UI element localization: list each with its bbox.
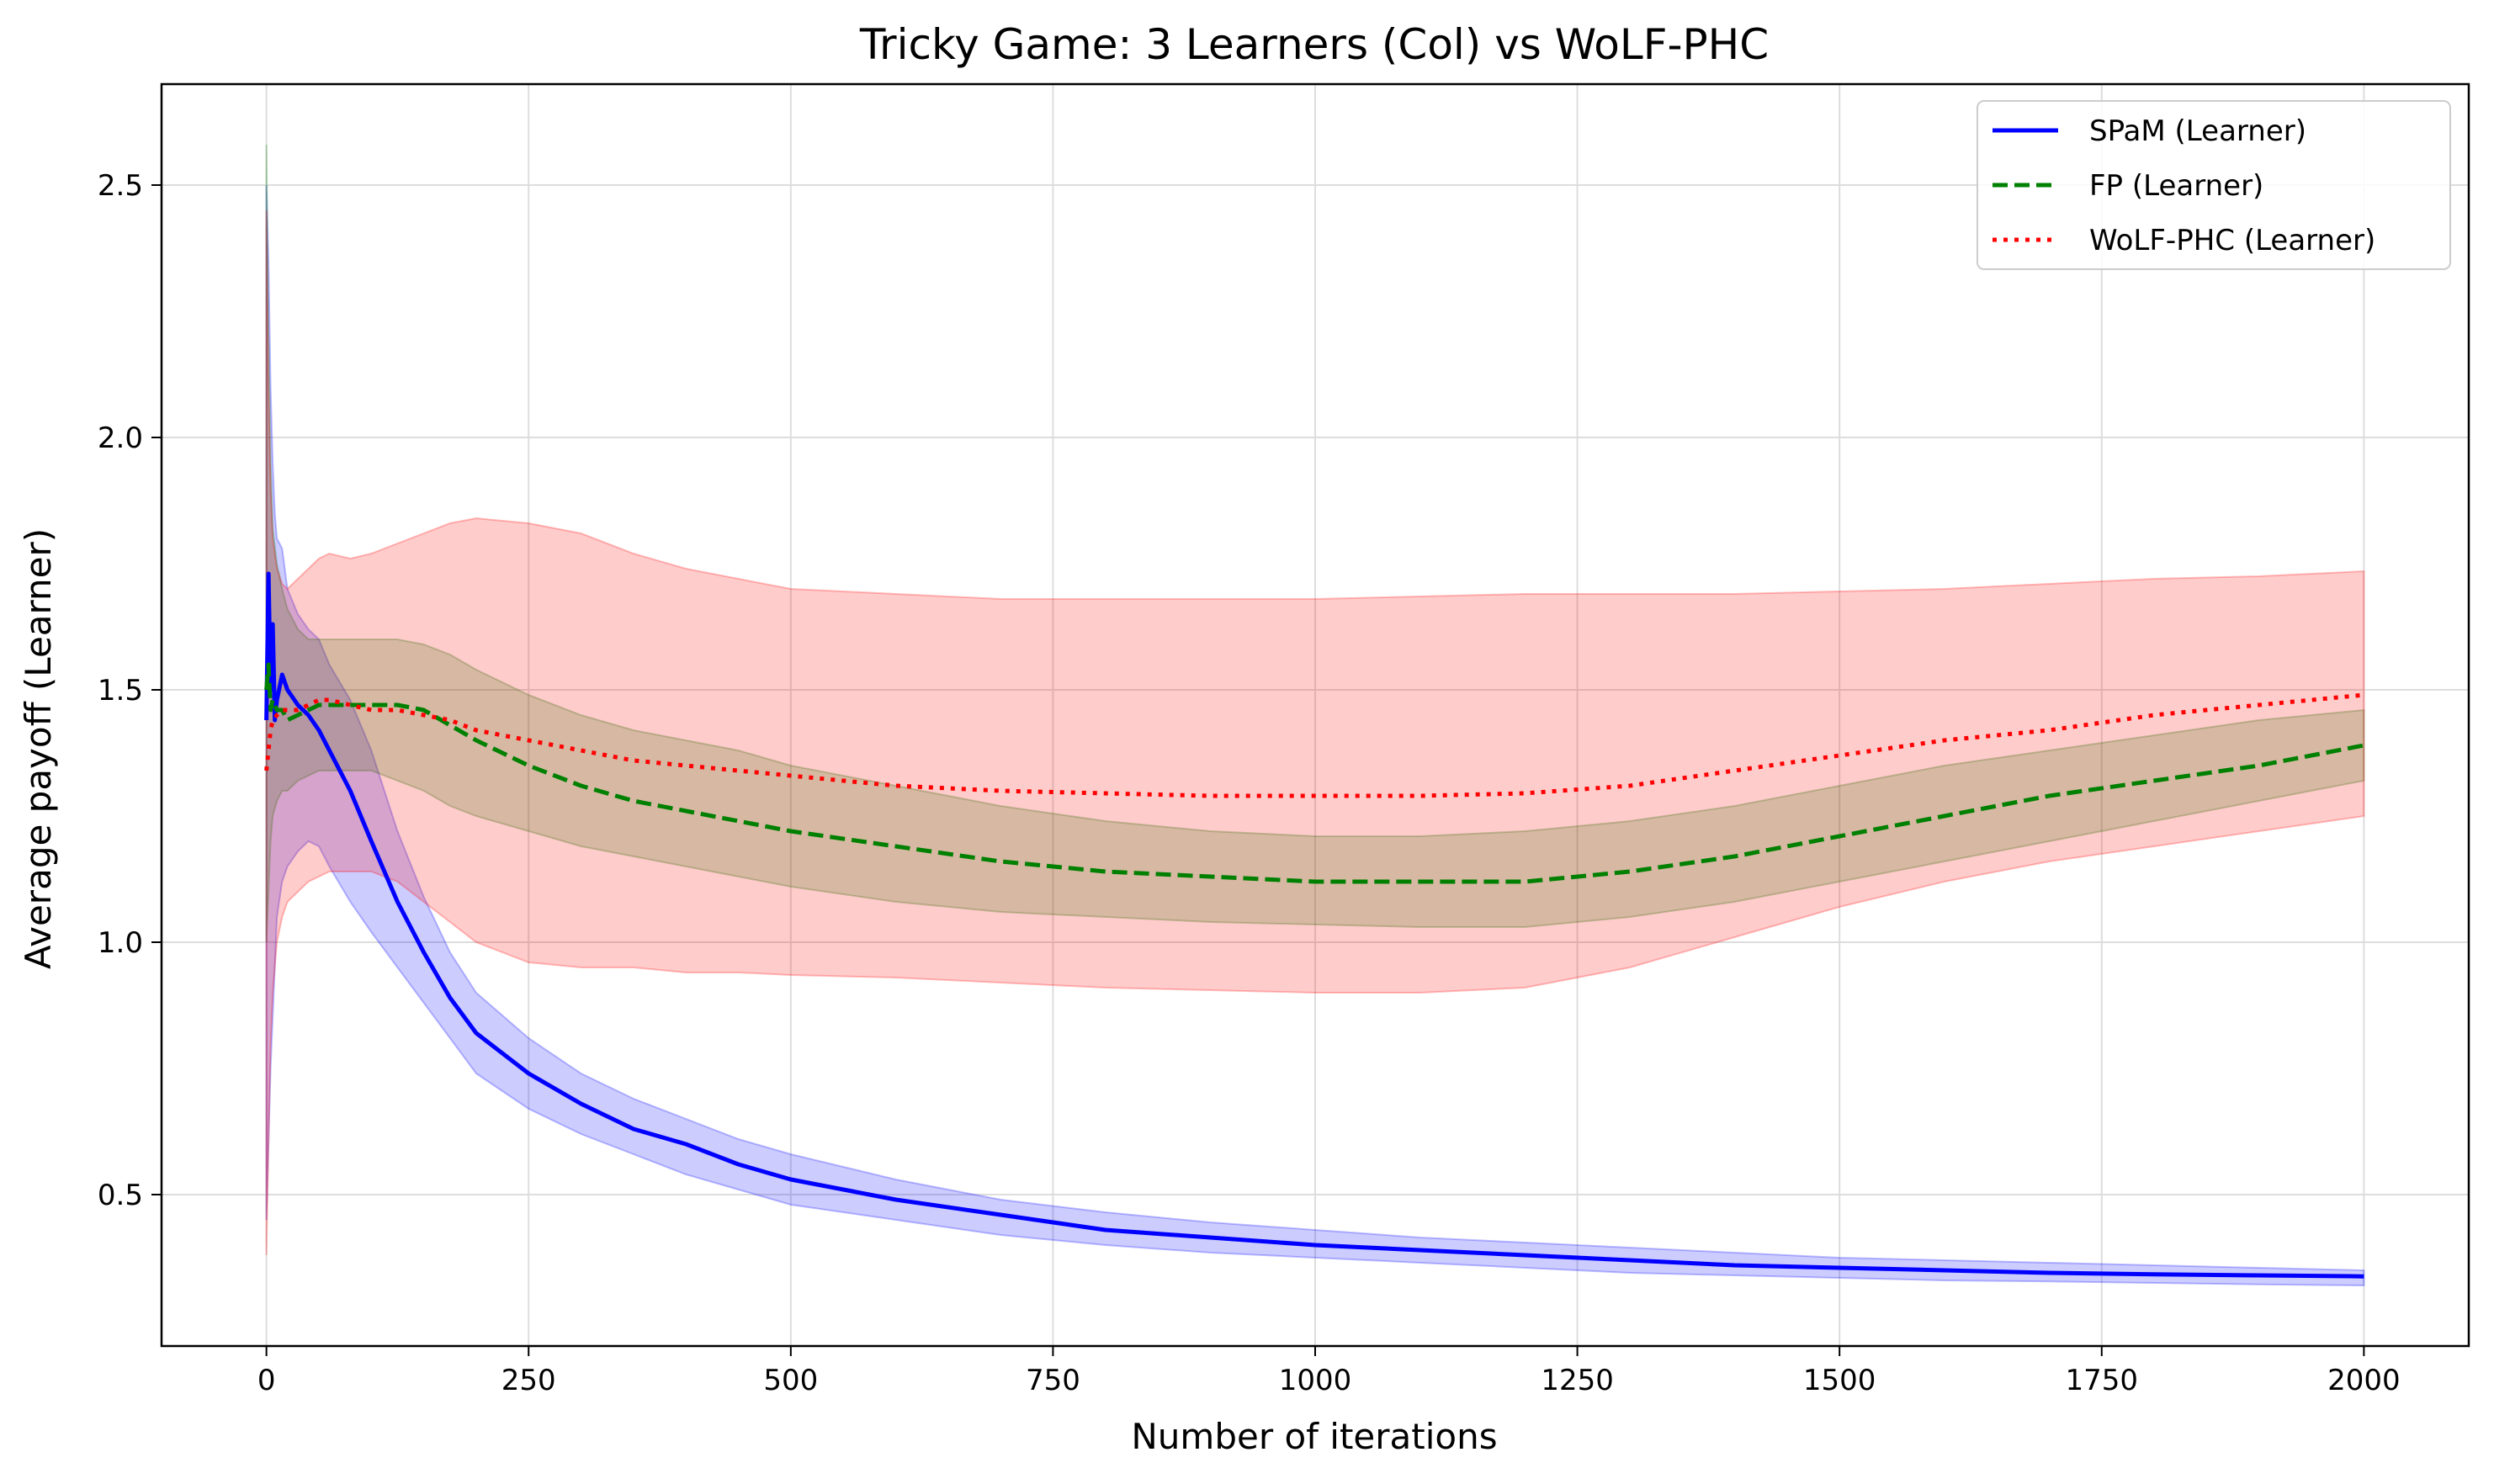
series-line-0: [264, 571, 2364, 1279]
y-tick-label: 1.0: [98, 926, 143, 960]
x-tick-label: 500: [763, 1364, 818, 1397]
legend-label-wolf: WoLF-PHC (Learner): [2089, 224, 2375, 257]
y-tick-label: 2.0: [98, 421, 143, 455]
confidence-band-series-0: [265, 184, 2365, 1287]
grid: [162, 84, 2469, 1346]
chart-title: Tricky Game: 3 Learners (Col) vs WoLF-PH…: [859, 20, 1769, 69]
x-tick-label: 0: [257, 1364, 276, 1397]
legend-box: [1977, 100, 2451, 270]
confidence-band-series-1: [265, 144, 2365, 943]
series-line-1: [264, 662, 2364, 884]
y-tick-label: 2.5: [98, 169, 143, 203]
series-lines: [264, 571, 2364, 1279]
x-tick-label: 750: [1026, 1364, 1080, 1397]
series-line-2: [264, 692, 2364, 798]
x-tick-label: 250: [501, 1364, 556, 1397]
x-axis-label: Number of iterations: [1131, 1416, 1497, 1457]
y-tick-label: 1.5: [98, 674, 143, 708]
x-tick-label: 1500: [1803, 1364, 1876, 1397]
x-tick-label: 1000: [1279, 1364, 1352, 1397]
confidence-band-series-2: [265, 209, 2365, 1256]
axis-ticks: 0 250 500 750 1000 1250 1500 1750 2000 0.5 1.0 1.5 2…: [98, 169, 2401, 1397]
x-tick-label: 1750: [2066, 1364, 2139, 1397]
legend: SPaM (Learner) FP (Learner) WoLF-PHC (Le…: [1977, 100, 2451, 270]
legend-label-spam: SPaM (Learner): [2089, 114, 2306, 148]
legend-label-fp: FP (Learner): [2089, 169, 2263, 203]
x-tick-label: 2000: [2327, 1364, 2401, 1397]
y-tick-label: 0.5: [98, 1179, 143, 1212]
confidence-bands: [265, 144, 2365, 1287]
y-axis-label: Average payoff (Learner): [18, 528, 59, 969]
x-tick-label: 1250: [1541, 1364, 1614, 1397]
